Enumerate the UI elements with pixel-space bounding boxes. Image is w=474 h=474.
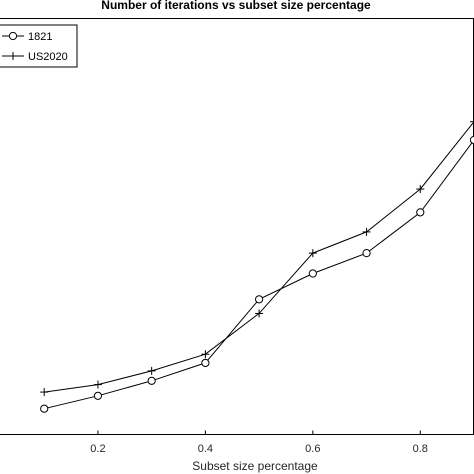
x-tick-label: 0.6	[305, 443, 320, 455]
legend-entry: US2020	[2, 51, 68, 63]
data-point	[93, 391, 103, 400]
data-point	[201, 350, 210, 359]
legend-label: 1821	[28, 31, 52, 43]
data-point	[470, 117, 474, 126]
data-point	[469, 135, 474, 145]
data-point	[308, 269, 317, 278]
series-1821	[40, 135, 474, 413]
legend-entry: 1821	[2, 31, 52, 43]
data-point	[40, 404, 49, 413]
data-point	[201, 358, 210, 368]
data-point	[308, 249, 317, 258]
plot-area	[0, 18, 474, 435]
x-tick-label: 0.2	[90, 443, 105, 455]
legend-marker	[9, 52, 17, 60]
data-point	[416, 208, 425, 217]
data-point	[362, 227, 371, 236]
data-point	[416, 185, 425, 194]
x-tick-label: 0.4	[198, 443, 213, 455]
x-axis-label: Subset size percentage	[192, 459, 318, 473]
data-point	[362, 249, 371, 258]
chart-title: Number of iterations vs subset size perc…	[101, 0, 371, 12]
x-tick-label: 0.8	[413, 443, 428, 455]
legend-marker	[8, 31, 18, 41]
data-point	[40, 388, 49, 397]
series-US2020	[40, 117, 474, 397]
data-point	[93, 380, 102, 389]
data-point	[147, 376, 156, 385]
data-point	[255, 295, 264, 304]
data-point	[147, 366, 156, 375]
x-axis-ticks: 0.2 0.4 0.6 0.8	[90, 430, 428, 455]
legend-entries: 1821 US2020	[2, 31, 68, 63]
series-layer	[40, 117, 474, 413]
legend-label: US2020	[28, 51, 68, 63]
legend: 1821 US2020	[0, 24, 78, 68]
data-point	[255, 309, 264, 318]
